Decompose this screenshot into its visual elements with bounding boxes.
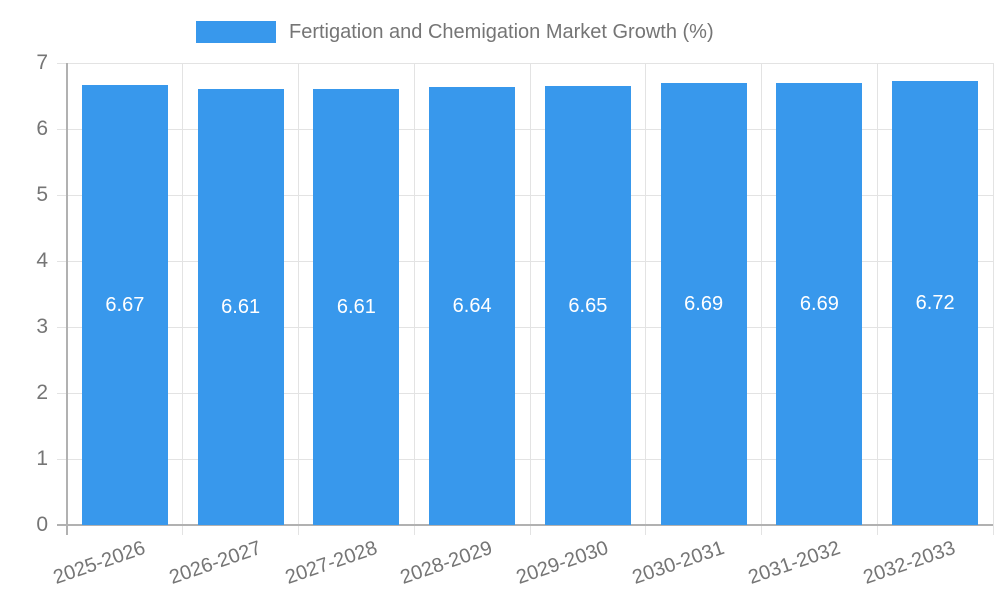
bar-value-label: 6.67 bbox=[105, 293, 145, 316]
bar-value-label: 6.69 bbox=[684, 293, 724, 316]
x-tick-label: 2027-2028 bbox=[282, 536, 380, 589]
y-gridline bbox=[57, 326, 993, 328]
y-tick-label: 2 bbox=[36, 381, 48, 404]
bar[interactable] bbox=[429, 86, 516, 525]
y-gridline bbox=[57, 260, 993, 262]
y-gridline bbox=[57, 128, 993, 130]
x-tick-label: 2031-2032 bbox=[745, 536, 843, 589]
legend-label: Fertigation and Chemigation Market Growt… bbox=[289, 21, 714, 43]
y-gridline bbox=[57, 194, 993, 196]
bar[interactable] bbox=[660, 83, 747, 525]
x-tick-label: 2030-2031 bbox=[629, 536, 728, 589]
y-tick-label: 4 bbox=[36, 249, 48, 272]
y-gridline bbox=[57, 458, 993, 460]
x-gridline bbox=[992, 63, 994, 535]
x-gridline bbox=[761, 63, 762, 535]
x-gridline bbox=[298, 63, 299, 535]
y-tick-label: 6 bbox=[36, 117, 48, 140]
bar[interactable] bbox=[544, 86, 631, 525]
legend[interactable]: Fertigation and Chemigation Market Growt… bbox=[196, 20, 714, 44]
y-gridline bbox=[57, 62, 993, 64]
x-tick-label: 2028-2029 bbox=[398, 536, 496, 589]
x-gridline bbox=[645, 63, 647, 535]
x-gridline bbox=[182, 63, 184, 535]
bar[interactable] bbox=[776, 83, 863, 525]
bar[interactable] bbox=[313, 88, 400, 525]
y-tick-label: 7 bbox=[36, 51, 48, 74]
bar-value-label: 6.69 bbox=[799, 293, 839, 316]
bar-value-label: 6.72 bbox=[915, 292, 955, 315]
y-tick-label: 5 bbox=[36, 183, 48, 206]
bar[interactable] bbox=[197, 88, 284, 525]
x-gridline bbox=[529, 63, 531, 535]
y-tick-label: 1 bbox=[36, 447, 48, 470]
bar[interactable] bbox=[81, 84, 168, 525]
bar-value-label: 6.61 bbox=[336, 295, 376, 318]
y-tick-label: 0 bbox=[36, 513, 48, 536]
x-tick-label: 2032-2033 bbox=[861, 536, 959, 589]
x-gridline bbox=[876, 63, 878, 535]
x-tick-label: 2025-2026 bbox=[50, 536, 149, 589]
x-tick-label: 2029-2030 bbox=[513, 536, 612, 589]
bar-value-label: 6.61 bbox=[221, 295, 261, 318]
y-gridline bbox=[57, 392, 993, 394]
x-axis-line bbox=[57, 524, 993, 526]
legend-swatch bbox=[196, 21, 276, 43]
y-tick-label: 3 bbox=[36, 315, 48, 338]
bar[interactable] bbox=[892, 81, 979, 525]
bar-value-label: 6.64 bbox=[452, 294, 492, 317]
bar-value-label: 6.65 bbox=[568, 294, 608, 317]
y-axis-line bbox=[66, 63, 68, 535]
x-gridline bbox=[413, 63, 415, 535]
x-tick-label: 2026-2027 bbox=[166, 536, 265, 589]
